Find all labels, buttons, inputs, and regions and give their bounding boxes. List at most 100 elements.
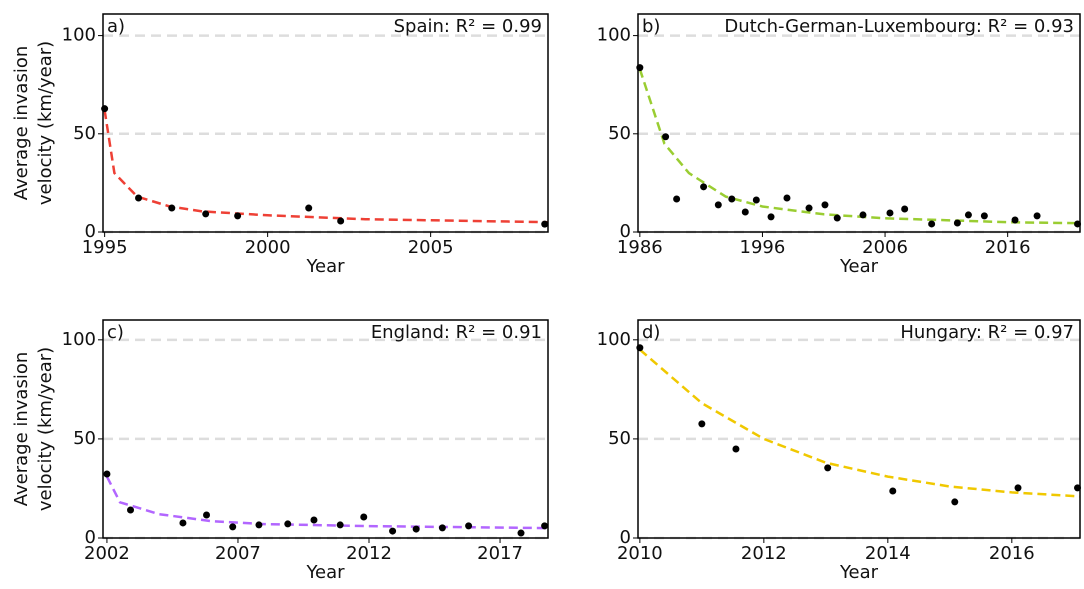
- data-point: [255, 521, 263, 529]
- data-point: [517, 529, 525, 537]
- x-tick-label: 2014: [865, 543, 911, 564]
- data-point: [783, 194, 791, 202]
- data-point: [928, 220, 936, 228]
- x-tick-label: 2016: [985, 237, 1031, 258]
- data-point: [889, 487, 897, 495]
- data-point: [805, 204, 813, 212]
- data-point: [824, 464, 832, 472]
- y-tick-label: 50: [73, 428, 96, 449]
- data-point: [752, 196, 760, 204]
- data-point: [202, 210, 210, 218]
- x-tick-label: 2010: [617, 543, 663, 564]
- plot-frame: [102, 13, 549, 233]
- plot-frame: [102, 319, 549, 539]
- x-tick-label: 2005: [408, 237, 454, 258]
- data-point: [859, 211, 867, 219]
- data-point: [728, 195, 736, 203]
- data-point: [700, 183, 708, 191]
- data-point: [662, 133, 670, 141]
- panel-label: a): [107, 16, 125, 37]
- y-axis-label: Average invasion: [11, 352, 32, 507]
- data-point: [732, 445, 740, 453]
- x-tick-label: 2002: [84, 543, 130, 564]
- annotation: Dutch-German-Luxembourg: R² = 0.93: [724, 16, 1074, 37]
- data-point: [310, 516, 318, 524]
- data-point: [337, 217, 345, 225]
- data-point: [886, 209, 894, 217]
- y-tick-label: 100: [62, 25, 96, 46]
- x-axis-label: Year: [305, 256, 345, 277]
- data-point: [229, 523, 237, 531]
- data-point: [127, 506, 135, 514]
- data-point: [179, 519, 187, 527]
- x-tick-label: 2017: [477, 543, 523, 564]
- data-point: [1033, 212, 1041, 220]
- data-point: [465, 522, 473, 530]
- data-point: [1011, 216, 1019, 224]
- panel-label: d): [642, 322, 660, 343]
- data-point: [767, 213, 775, 221]
- data-point: [541, 522, 549, 530]
- data-point: [951, 498, 959, 506]
- data-point: [103, 470, 111, 478]
- data-point: [964, 211, 972, 219]
- data-point: [833, 214, 841, 222]
- y-tick-label: 50: [73, 123, 96, 144]
- fit-curve: [105, 476, 548, 530]
- y-tick-label: 50: [608, 123, 631, 144]
- x-tick-label: 2007: [215, 543, 261, 564]
- data-point: [135, 194, 143, 202]
- data-point: [168, 204, 176, 212]
- data-point: [305, 204, 313, 212]
- y-tick-label: 50: [608, 428, 631, 449]
- x-tick-label: 2006: [862, 237, 908, 258]
- data-point: [741, 208, 749, 216]
- data-point: [980, 212, 988, 220]
- y-tick-label: 0: [85, 527, 96, 548]
- data-point: [714, 201, 722, 209]
- x-axis-label: Year: [305, 562, 345, 583]
- y-tick-label: 0: [85, 221, 96, 242]
- y-tick-label: 0: [620, 221, 631, 242]
- y-tick-label: 0: [620, 527, 631, 548]
- data-point: [438, 524, 446, 532]
- x-tick-label: 2012: [741, 543, 787, 564]
- data-point: [673, 195, 681, 203]
- annotation: England: R² = 0.91: [371, 322, 542, 343]
- panel-label: b): [642, 16, 660, 37]
- data-point: [412, 525, 420, 533]
- x-tick-label: 2012: [346, 543, 392, 564]
- data-point: [698, 420, 706, 428]
- x-tick-label: 2016: [989, 543, 1035, 564]
- y-tick-label: 100: [597, 25, 631, 46]
- data-point: [953, 219, 961, 227]
- fit-curve: [638, 68, 1081, 225]
- data-point: [336, 521, 344, 529]
- data-point: [821, 201, 829, 209]
- plot-frame: [637, 319, 1081, 539]
- y-tick-label: 100: [62, 329, 96, 350]
- annotation: Hungary: R² = 0.97: [900, 322, 1074, 343]
- data-point: [360, 513, 368, 521]
- data-point: [901, 205, 909, 213]
- data-point: [541, 220, 549, 228]
- x-axis-label: Year: [839, 256, 879, 277]
- data-point: [234, 212, 242, 220]
- x-axis-label: Year: [839, 562, 879, 583]
- data-point: [284, 520, 292, 528]
- annotation: Spain: R² = 0.99: [394, 16, 542, 37]
- fit-curve: [639, 348, 1081, 498]
- fit-curve: [103, 110, 549, 224]
- y-axis-label: Average invasion: [11, 46, 32, 201]
- data-point: [1014, 484, 1022, 492]
- y-axis-label: velocity (km/year): [35, 41, 56, 205]
- data-point: [203, 511, 211, 519]
- plot-frame: [637, 13, 1081, 233]
- x-tick-label: 1986: [617, 237, 663, 258]
- x-tick-label: 2000: [245, 237, 291, 258]
- y-tick-label: 100: [597, 329, 631, 350]
- panel-label: c): [107, 322, 124, 343]
- x-tick-label: 1995: [82, 237, 128, 258]
- data-point: [101, 105, 109, 113]
